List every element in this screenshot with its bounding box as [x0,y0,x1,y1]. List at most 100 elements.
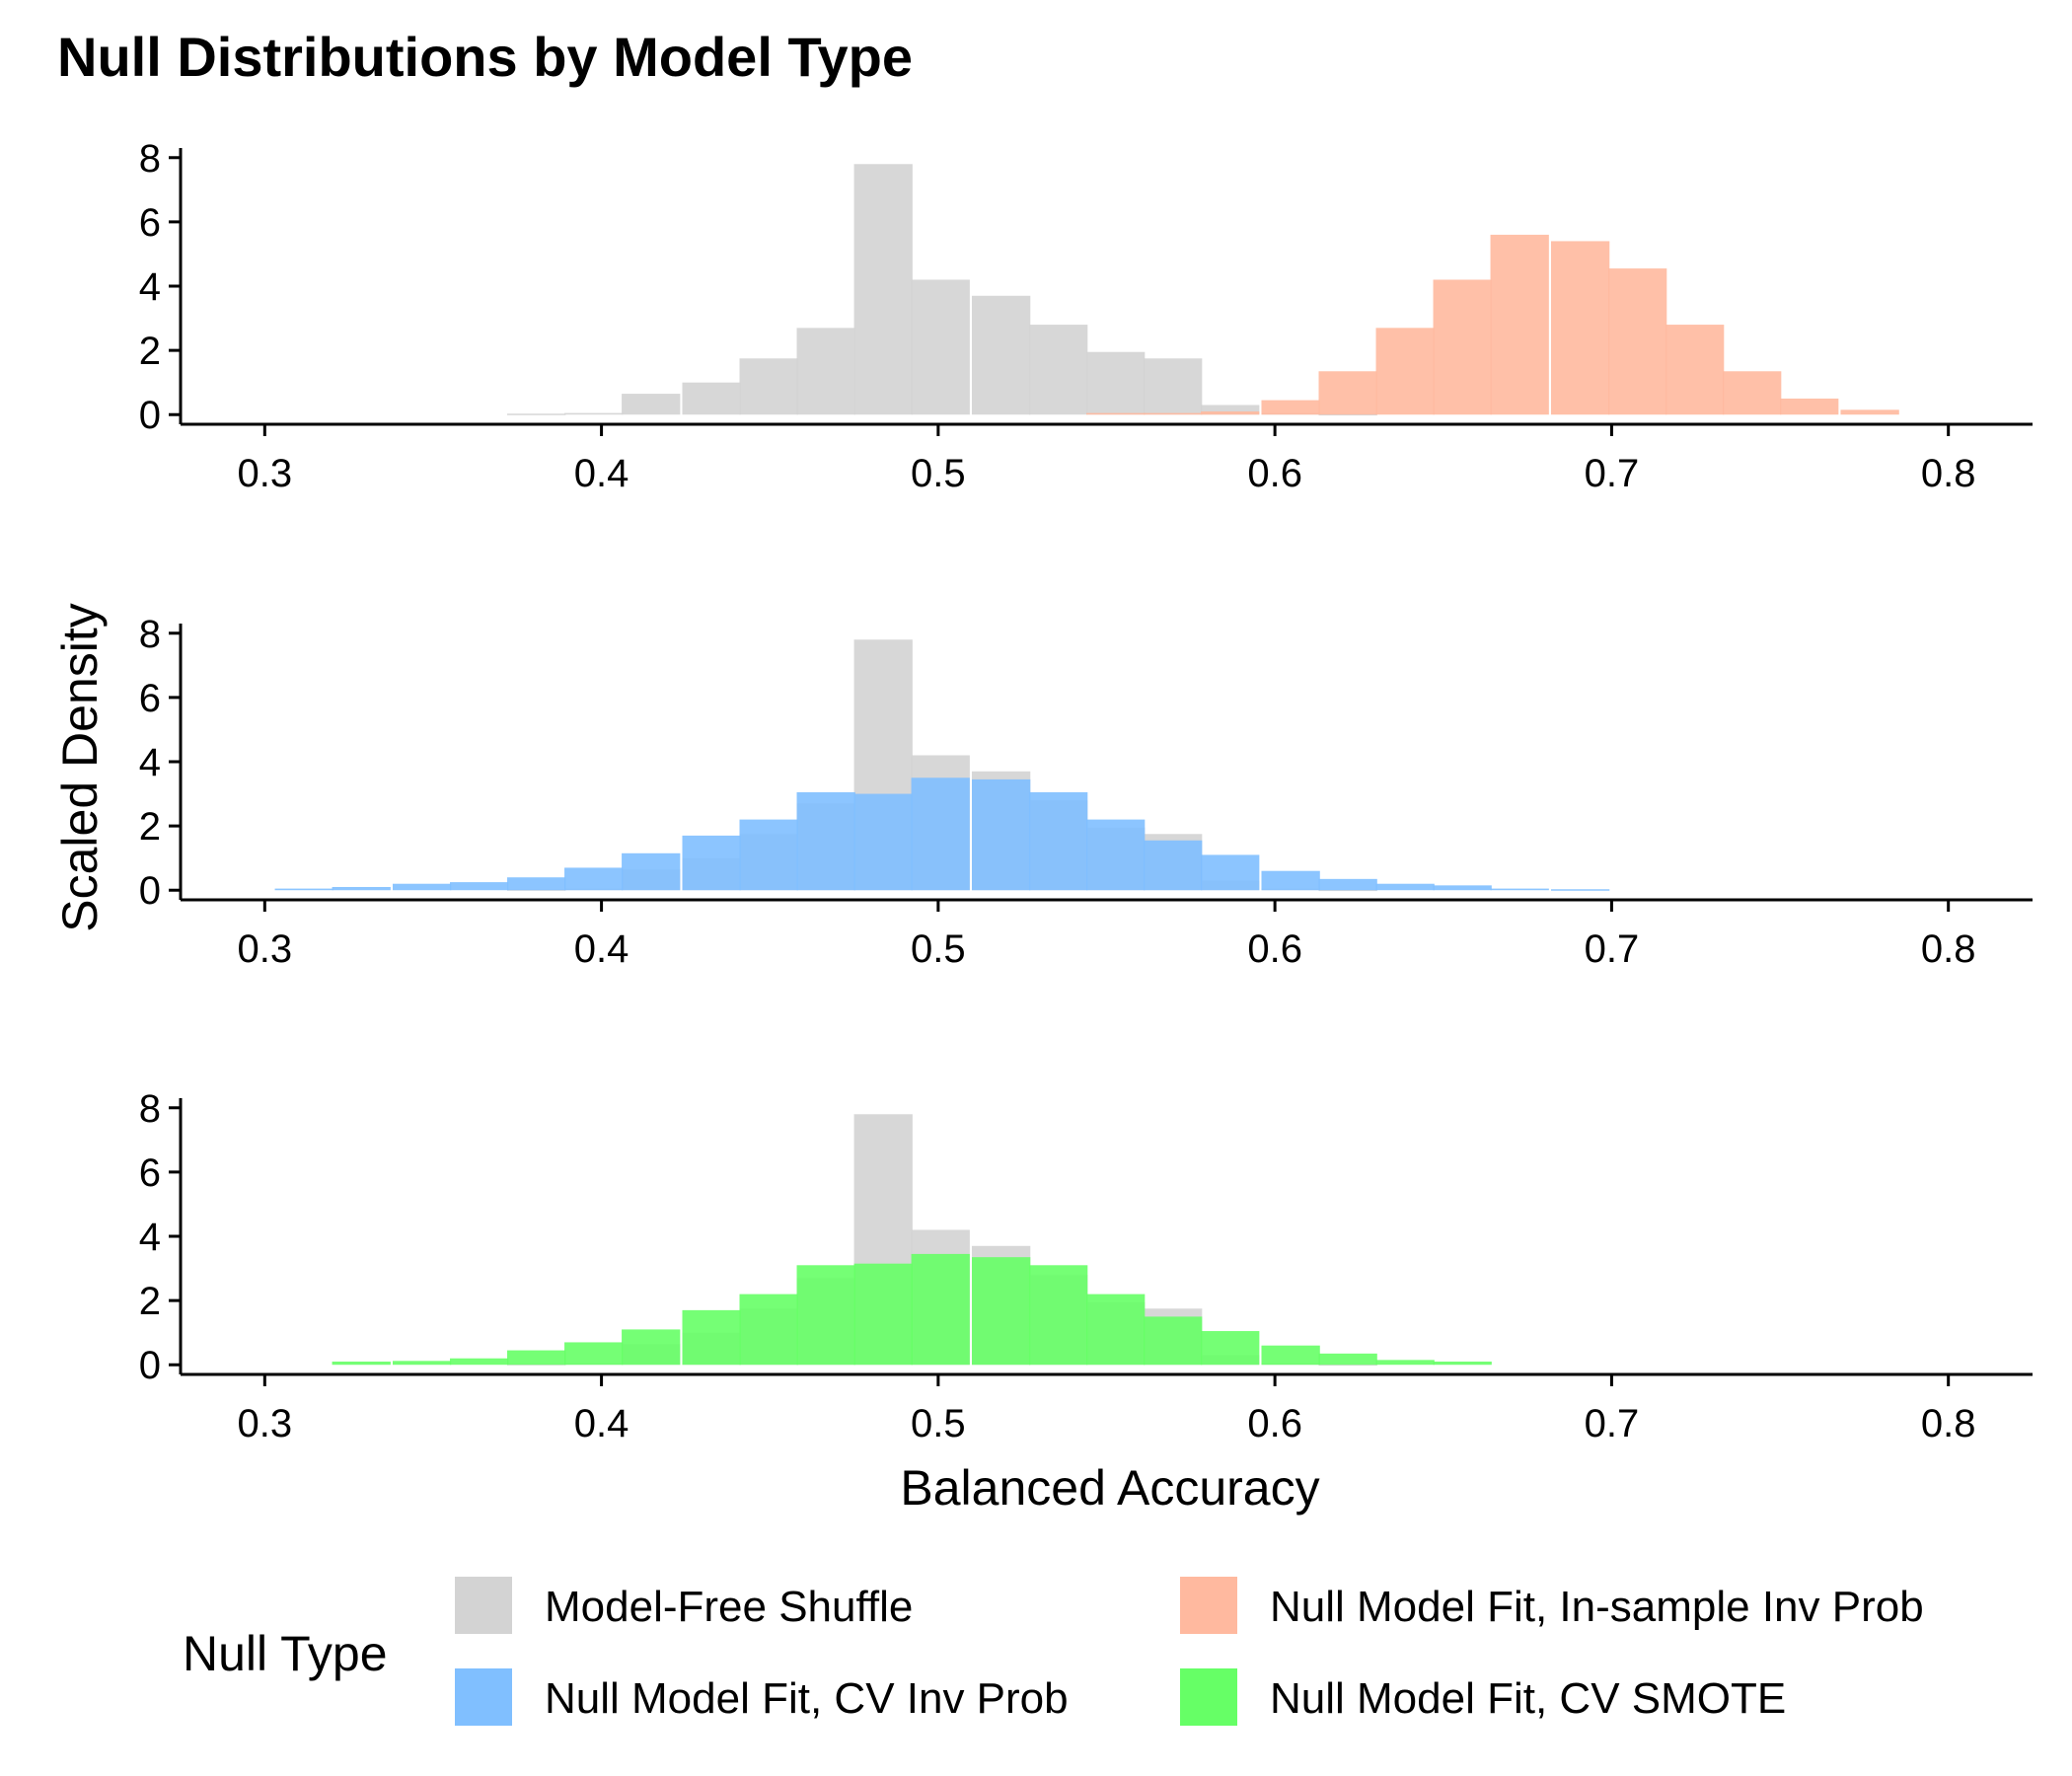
y-tick-label: 4 [139,741,161,784]
y-tick-label: 6 [139,677,161,720]
x-tick-label: 0.3 [238,927,293,971]
bar-shuffle-8 [972,296,1030,414]
bar-insample-8 [1551,241,1609,414]
x-tick-label: 0.8 [1921,927,1976,971]
legend-label: Null Model Fit, CV Inv Prob [545,1674,1069,1723]
legend-item-shuffle: Model-Free Shuffle [455,1577,913,1634]
bar-cv_invprob-15 [1144,841,1202,890]
y-tick-label: 2 [139,1280,161,1323]
facet-panels: 0 2 4 6 8 0.3 0.4 0.5 0.6 0.7 0.8 0 2 4 6 8 0.3 0.4 0.5 0.6… [139,137,2033,1445]
bar-cv_smote-11 [972,1257,1030,1365]
bar-cv_smote-5 [622,1329,680,1365]
y-tick-label: 8 [139,1087,161,1131]
bar-insample-10 [1665,325,1724,414]
bar-cv_smote-16 [1261,1346,1319,1366]
x-tick-label: 0.3 [238,1402,293,1445]
bar-cv_invprob-3 [450,882,508,890]
y-tick-label: 4 [139,265,161,309]
bar-shuffle-7 [912,279,970,414]
bar-cv_smote-8 [797,1265,855,1365]
y-tick-label: 0 [139,1344,161,1387]
x-tick-label: 0.6 [1247,452,1302,495]
y-tick-label: 2 [139,330,161,373]
bar-shuffle-5 [797,328,855,414]
panel-shuffle-vs-insample: 0 2 4 6 8 0.3 0.4 0.5 0.6 0.7 0.8 [139,137,2033,495]
y-tick-label: 8 [139,613,161,656]
bar-shuffle-6 [854,164,913,414]
y-tick-label: 4 [139,1216,161,1259]
legend-swatch [455,1668,512,1726]
x-tick-label: 0.4 [574,927,629,971]
y-tick-label: 6 [139,201,161,245]
bar-cv_smote-13 [1086,1295,1145,1366]
bar-insample-9 [1608,268,1666,414]
y-tick-label: 8 [139,137,161,181]
bar-cv_smote-7 [740,1295,798,1366]
bar-shuffle-4 [740,358,798,414]
bar-insample-0 [1086,413,1145,415]
bar-cv_invprob-9 [797,792,855,890]
bar-cv_invprob-6 [622,853,680,890]
bar-shuffle-3 [683,383,741,415]
y-axis-title: Scaled Density [52,603,108,932]
y-tick-label: 2 [139,805,161,849]
panel-shuffle-vs-cv-invprob: 0 2 4 6 8 0.3 0.4 0.5 0.6 0.7 0.8 [139,613,2033,971]
bar-cv_invprob-21 [1491,889,1549,891]
series-cv_smote [333,1254,1492,1365]
x-tick-label: 0.3 [238,452,293,495]
bar-insample-3 [1261,401,1319,415]
bar-cv_smote-9 [854,1264,913,1366]
legend: Null Type Model-Free Shuffle Null Model F… [183,1577,1924,1726]
x-tick-label: 0.5 [911,1402,966,1445]
bar-cv_smote-1 [393,1361,451,1365]
bar-cv_invprob-1 [333,887,391,890]
y-tick-label: 0 [139,869,161,913]
bar-cv_smote-6 [683,1310,741,1365]
legend-label: Model-Free Shuffle [545,1583,913,1631]
bar-cv_invprob-0 [275,889,333,891]
bar-cv_invprob-12 [972,779,1030,890]
bar-cv_invprob-20 [1434,885,1492,890]
series-cv_invprob [275,777,1610,890]
bar-cv_smote-3 [507,1351,565,1366]
bar-insample-13 [1840,409,1898,414]
bar-insample-6 [1434,279,1492,414]
bar-cv_smote-18 [1376,1360,1435,1365]
series-insample [1086,235,1899,414]
bar-cv_invprob-16 [1201,854,1259,890]
bar-cv_invprob-7 [683,836,741,890]
bar-cv_invprob-11 [912,777,970,890]
bar-cv_smote-0 [333,1362,391,1365]
bar-cv_invprob-19 [1376,884,1435,891]
x-tick-label: 0.7 [1585,927,1640,971]
bar-cv_invprob-5 [564,867,623,890]
panel-shuffle-vs-cv-smote: 024680.3 0.4 0.5 0.6 0.7 0.8 [139,1087,2033,1445]
legend-swatch [1180,1577,1237,1634]
chart-title: Null Distributions by Model Type [57,26,913,88]
bar-cv_smote-17 [1319,1354,1377,1365]
bar-cv_invprob-18 [1319,879,1377,890]
y-tick-label: 6 [139,1151,161,1195]
bar-cv_smote-14 [1144,1316,1202,1365]
bar-shuffle-10 [1086,352,1145,414]
bar-cv_smote-10 [912,1254,970,1365]
bar-cv_invprob-4 [507,877,565,890]
bar-cv_invprob-2 [393,884,451,891]
x-tick-label: 0.6 [1247,1402,1302,1445]
series-shuffle [507,164,1377,415]
bar-cv_smote-19 [1434,1362,1492,1365]
legend-item-cv_smote: Null Model Fit, CV SMOTE [1180,1668,1786,1726]
x-tick-label: 0.8 [1921,452,1976,495]
legend-swatch [455,1577,512,1634]
bar-shuffle-0 [507,413,565,415]
bar-cv_invprob-8 [740,820,798,891]
legend-item-insample: Null Model Fit, In-sample Inv Prob [1180,1577,1924,1634]
x-tick-label: 0.5 [911,927,966,971]
bar-insample-5 [1376,328,1435,414]
bar-shuffle-9 [1029,325,1087,414]
bar-cv_invprob-13 [1029,792,1087,890]
bar-shuffle-2 [622,394,680,414]
legend-title: Null Type [183,1626,388,1681]
legend-item-cv_invprob: Null Model Fit, CV Inv Prob [455,1668,1069,1726]
